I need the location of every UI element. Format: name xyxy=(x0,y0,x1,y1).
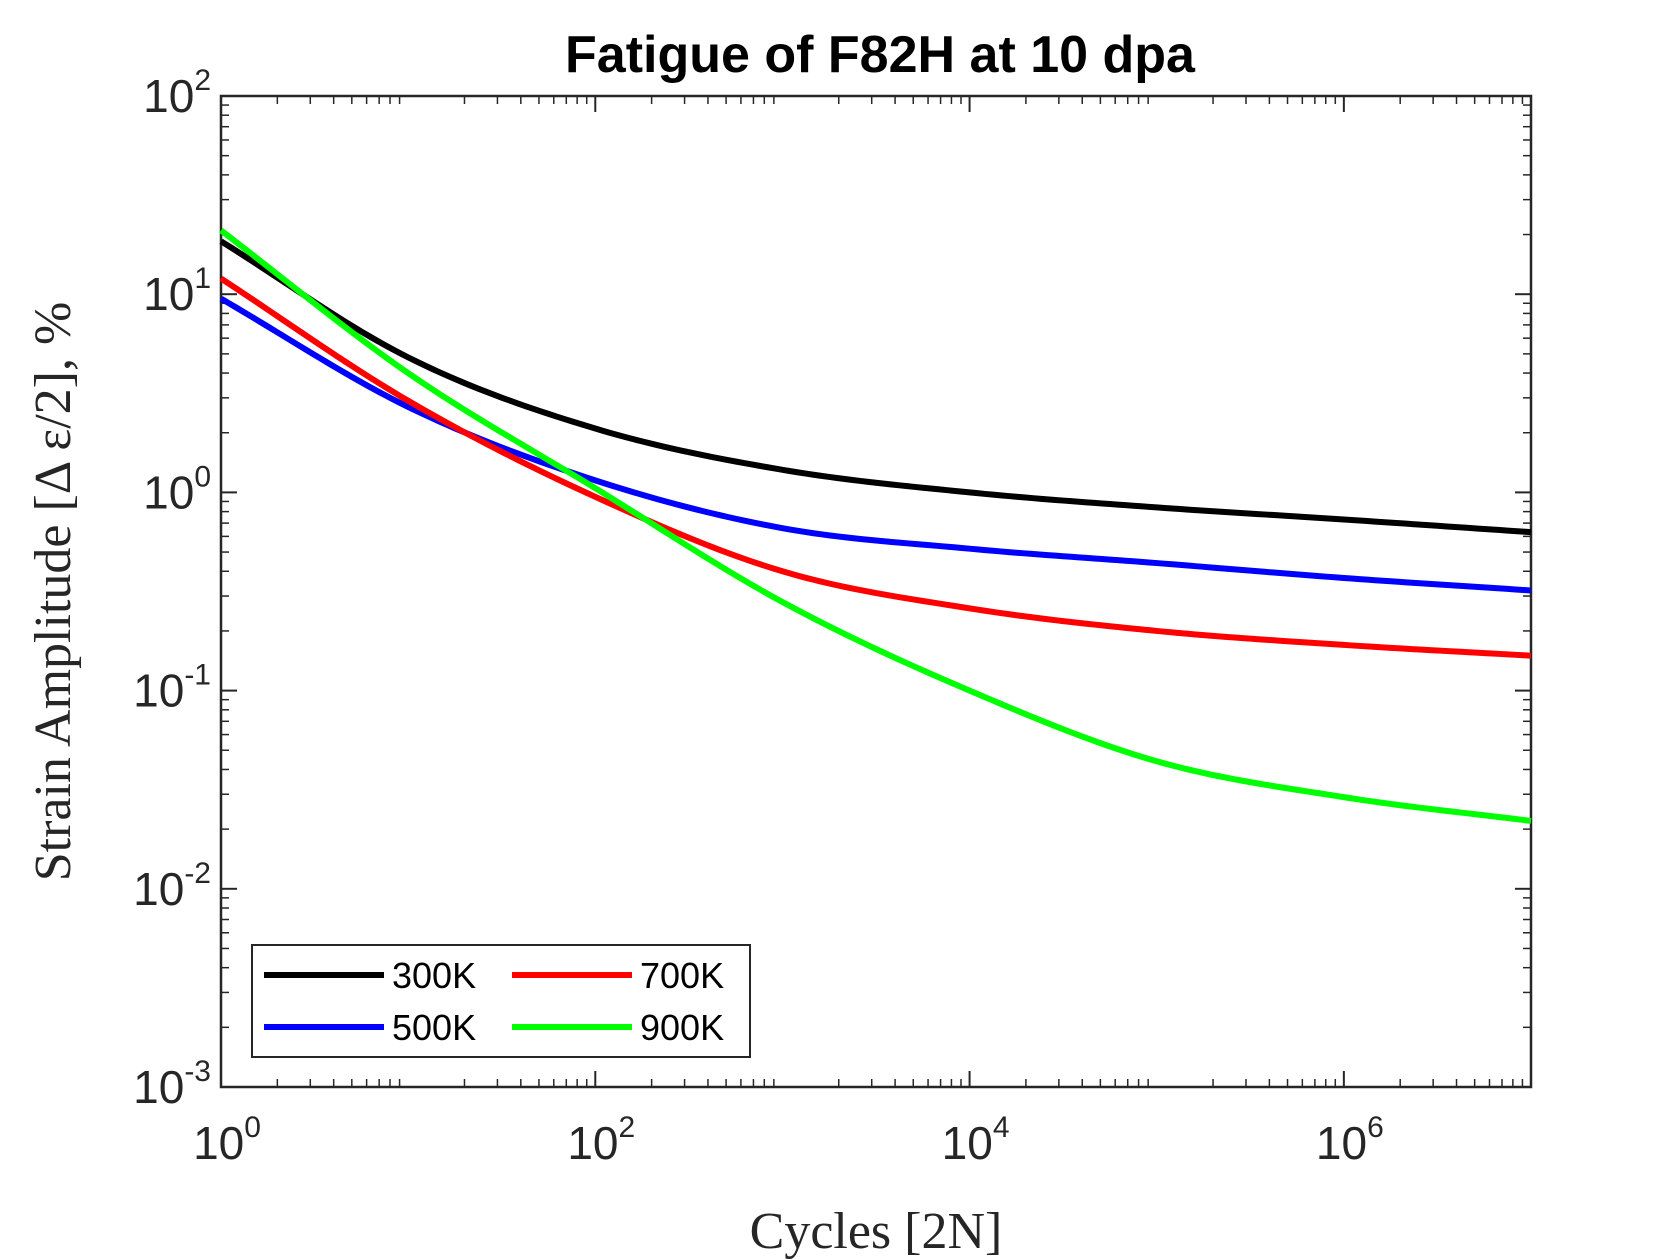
x-tick-label: 102 xyxy=(567,1111,635,1169)
x-tick-label: 106 xyxy=(1316,1111,1384,1169)
y-tick-label: 10-1 xyxy=(133,659,211,717)
major-ticks xyxy=(220,95,1531,1088)
axes-box xyxy=(219,94,1533,1089)
y-tick-label: 101 xyxy=(143,262,211,320)
y-tick-label: 10-3 xyxy=(133,1055,211,1113)
legend-item-300K: 300K xyxy=(264,955,476,996)
x-tick-label: 100 xyxy=(193,1111,261,1169)
y-tick-labels: 10-3 10-2 10-1 100 101 102 xyxy=(133,64,211,1113)
x-tick-labels: 100 102 104 106 xyxy=(193,1111,1384,1169)
legend-item-700K: 700K xyxy=(512,955,724,996)
legend-label: 500K xyxy=(392,1007,476,1048)
legend-item-500K: 500K xyxy=(264,1007,476,1048)
series-line-700K xyxy=(219,276,1532,659)
y-tick-label: 102 xyxy=(143,64,211,122)
series-line-900K xyxy=(219,227,1532,824)
x-tick-label: 104 xyxy=(942,1111,1010,1169)
legend: 300K 500K 700K 900K xyxy=(251,944,751,1058)
y-tick-label: 10-2 xyxy=(133,857,211,915)
series-line-300K xyxy=(219,238,1532,536)
x-axis-label: Cycles [2N] xyxy=(750,1203,1003,1260)
series-line-500K xyxy=(219,296,1532,594)
legend-label: 700K xyxy=(640,955,724,996)
legend-item-900K: 900K xyxy=(512,1007,724,1048)
plot-area xyxy=(219,94,1533,1089)
chart-title: Fatigue of F82H at 10 dpa xyxy=(565,26,1196,84)
series-lines xyxy=(219,227,1532,824)
y-axis-label: Strain Amplitude [Δ ε/2], % xyxy=(25,302,82,882)
legend-label: 900K xyxy=(640,1007,724,1048)
y-tick-label: 100 xyxy=(143,460,211,518)
legend-label: 300K xyxy=(392,955,476,996)
legend-box xyxy=(251,944,751,1058)
